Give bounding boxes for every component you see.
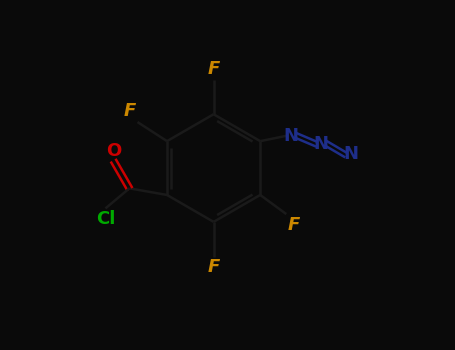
Text: O: O xyxy=(106,141,121,160)
Text: N: N xyxy=(283,127,298,145)
Text: F: F xyxy=(123,102,136,120)
Text: Cl: Cl xyxy=(96,210,115,228)
Text: F: F xyxy=(207,258,220,276)
Text: F: F xyxy=(288,216,300,234)
Text: N: N xyxy=(343,146,358,163)
Text: N: N xyxy=(313,135,329,153)
Text: F: F xyxy=(207,60,220,78)
